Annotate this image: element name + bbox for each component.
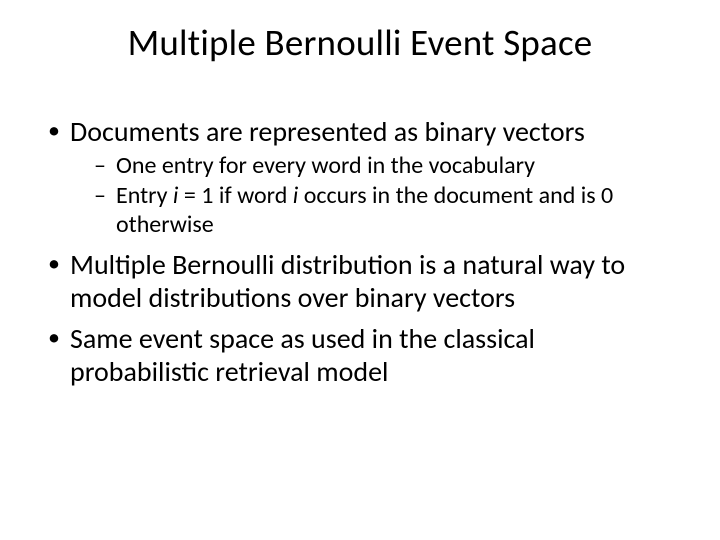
bullet-item: Documents are represented as binary vect… — [44, 115, 676, 240]
sub-bullet-item: One entry for every word in the vocabula… — [94, 152, 676, 181]
bullet-text: Same event space as used in the classica… — [70, 321, 535, 389]
bullet-list-level2: One entry for every word in the vocabula… — [70, 152, 676, 240]
sub-bullet-segment: Entry — [116, 181, 173, 210]
sub-bullet-text: One entry for every word in the vocabula… — [116, 151, 535, 180]
sub-bullet-item: Entry i = 1 if word i occurs in the docu… — [94, 182, 676, 240]
bullet-item: Multiple Bernoulli distribution is a nat… — [44, 248, 676, 314]
bullet-text: Documents are represented as binary vect… — [70, 114, 585, 149]
slide-title: Multiple Bernoulli Event Space — [44, 22, 676, 65]
slide: Multiple Bernoulli Event Space Documents… — [0, 0, 720, 540]
bullet-text: Multiple Bernoulli distribution is a nat… — [70, 247, 625, 315]
bullet-item: Same event space as used in the classica… — [44, 322, 676, 388]
sub-bullet-segment: = 1 if word — [178, 181, 292, 210]
bullet-list-level1: Documents are represented as binary vect… — [44, 115, 676, 389]
